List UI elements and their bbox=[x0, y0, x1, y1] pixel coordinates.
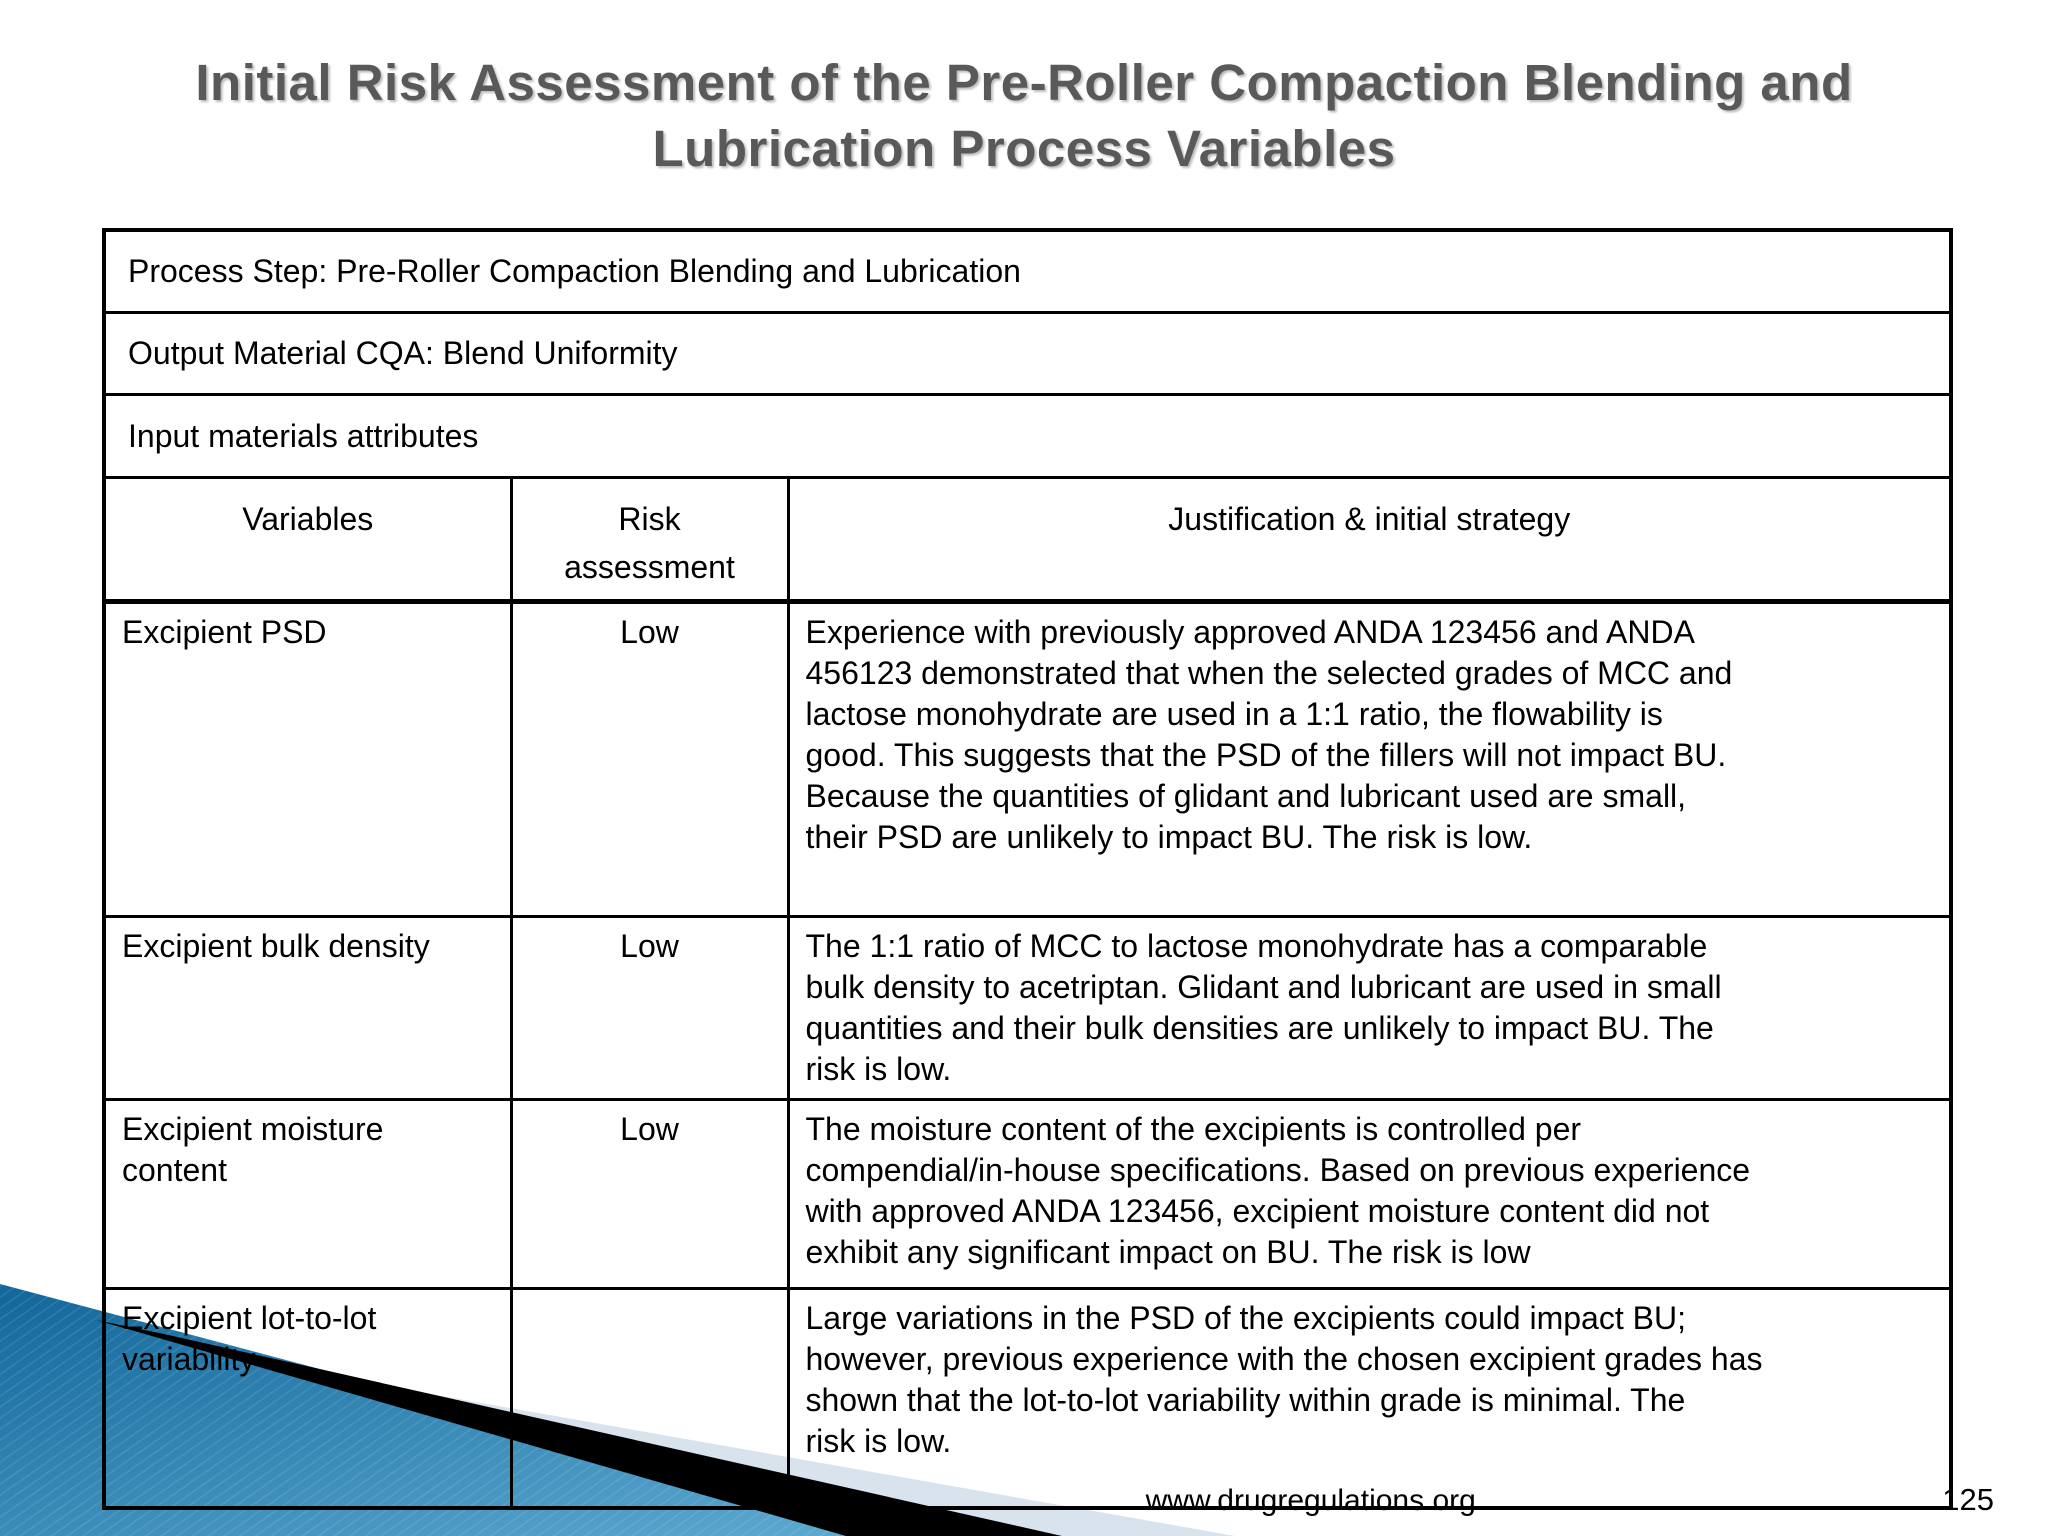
header-justification: Justification & initial strategy bbox=[786, 475, 1953, 604]
variable-cell: Excipient lot-to-lot variability bbox=[102, 1286, 513, 1510]
justification-cell: The moisture content of the excipients i… bbox=[786, 1097, 1953, 1290]
risk-assessment-table: Process Step: Pre-Roller Compaction Blen… bbox=[102, 228, 1953, 1510]
justification-cell: Large variations in the PSD of the excip… bbox=[786, 1286, 1953, 1510]
banner-row-input-attributes: Input materials attributes bbox=[102, 392, 1953, 479]
banner-row-process-step: Process Step: Pre-Roller Compaction Blen… bbox=[102, 228, 1953, 314]
header-variables: Variables bbox=[102, 475, 513, 604]
header-risk-assessment: Risk assessment bbox=[509, 475, 790, 604]
page-number: 125 bbox=[1942, 1482, 1994, 1517]
risk-cell: Low bbox=[509, 1097, 790, 1290]
risk-cell bbox=[509, 1286, 790, 1510]
input-attributes-text: Input materials attributes bbox=[102, 392, 1953, 479]
variable-cell: Excipient bulk density bbox=[102, 914, 513, 1101]
table-header-row: Variables Risk assessment Justification … bbox=[102, 475, 1953, 604]
justification-cell: The 1:1 ratio of MCC to lactose monohydr… bbox=[786, 914, 1953, 1101]
risk-cell: Low bbox=[509, 914, 790, 1101]
table-row: Excipient PSD Low Experience with previo… bbox=[102, 599, 1953, 918]
banner-row-output-cqa: Output Material CQA: Blend Uniformity bbox=[102, 310, 1953, 396]
table-row: Excipient moisture content Low The moist… bbox=[102, 1097, 1953, 1290]
slide-title: Initial Risk Assessment of the Pre-Rolle… bbox=[195, 54, 1853, 177]
process-step-text: Process Step: Pre-Roller Compaction Blen… bbox=[102, 228, 1953, 314]
output-cqa-text: Output Material CQA: Blend Uniformity bbox=[102, 310, 1953, 396]
table-row: Excipient lot-to-lot variability Large v… bbox=[102, 1286, 1953, 1510]
footer-website: www.drugregulations.org bbox=[1145, 1484, 1476, 1517]
variable-cell: Excipient moisture content bbox=[102, 1097, 513, 1290]
variable-cell: Excipient PSD bbox=[102, 599, 513, 918]
table-row: Excipient bulk density Low The 1:1 ratio… bbox=[102, 914, 1953, 1101]
justification-cell: Experience with previously approved ANDA… bbox=[786, 599, 1953, 918]
risk-cell: Low bbox=[509, 599, 790, 918]
